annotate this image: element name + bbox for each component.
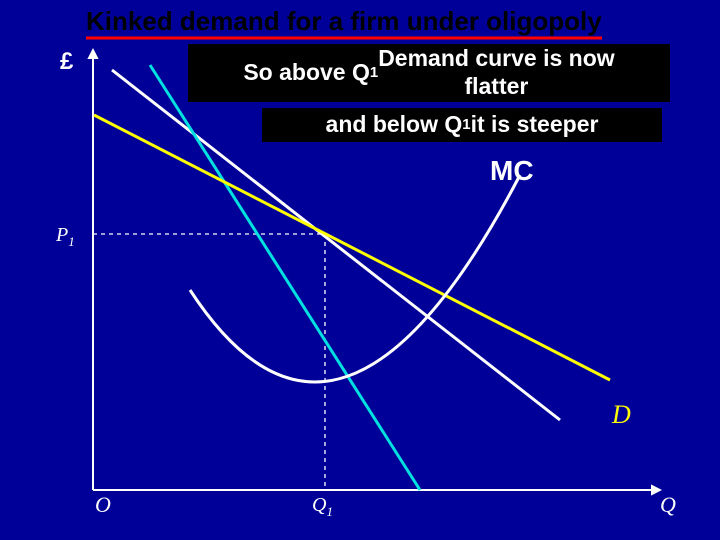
mc-label: MC <box>490 155 534 187</box>
note-above-q1: So above Q1 Demand curve is nowflatter <box>188 44 670 102</box>
origin-label: O <box>95 492 111 518</box>
note-below-q1: and below Q1 it is steeper <box>262 108 662 142</box>
demand-label: D <box>612 400 631 430</box>
q1-label: Q1 <box>312 494 333 520</box>
x-axis-label: Q <box>660 492 676 518</box>
y-axis-label: £ <box>60 48 73 76</box>
p1-label: P1 <box>56 224 75 250</box>
diagram-stage: Kinked demand for a firm under oligopoly… <box>0 0 720 540</box>
diagram-title: Kinked demand for a firm under oligopoly <box>86 6 602 37</box>
